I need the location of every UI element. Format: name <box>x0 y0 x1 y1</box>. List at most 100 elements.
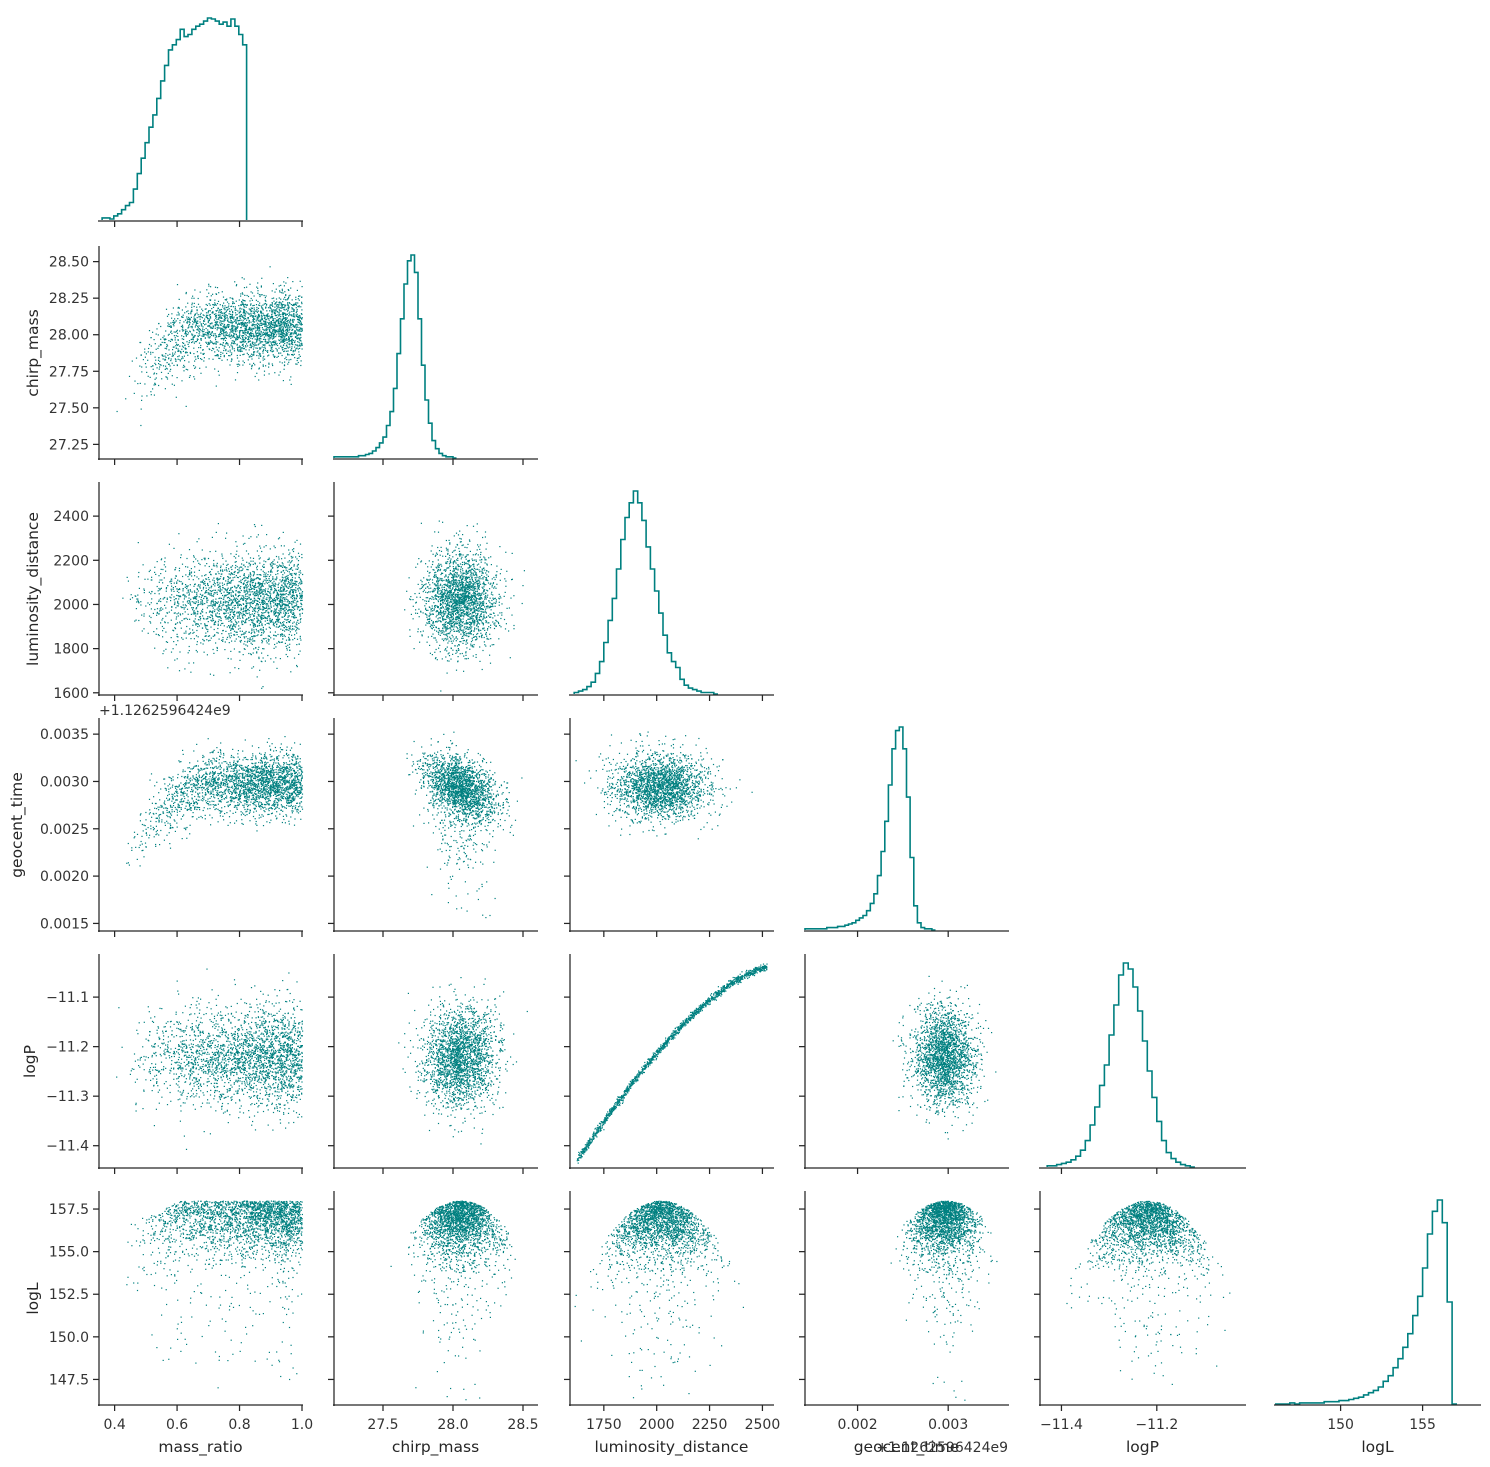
scatter-point <box>278 615 279 616</box>
scatter-point <box>151 579 152 580</box>
scatter-point <box>239 320 240 321</box>
scatter-point <box>246 588 247 589</box>
scatter-point <box>245 349 246 350</box>
scatter-point <box>222 585 223 586</box>
scatter-point <box>247 591 248 592</box>
scatter-point <box>294 638 295 639</box>
scatter-point <box>250 637 251 638</box>
scatter-point <box>280 342 281 343</box>
scatter-point <box>251 668 252 669</box>
scatter-point <box>180 351 181 352</box>
scatter-point <box>176 644 177 645</box>
scatter-point <box>221 573 222 574</box>
scatter-point <box>182 346 183 347</box>
scatter-point <box>132 597 133 598</box>
scatter-point <box>211 603 212 604</box>
scatter-point <box>265 320 266 321</box>
scatter-point <box>227 626 228 627</box>
scatter-point <box>273 564 274 565</box>
scatter-point <box>289 601 290 602</box>
scatter-point <box>195 359 196 360</box>
scatter-point <box>260 338 261 339</box>
scatter-point <box>263 564 264 565</box>
scatter-point <box>188 313 189 314</box>
scatter-point <box>262 603 263 604</box>
scatter-point <box>247 322 248 323</box>
scatter-point <box>252 641 253 642</box>
scatter-point <box>299 598 300 599</box>
scatter-point <box>271 572 272 573</box>
scatter-point <box>267 352 268 353</box>
scatter-point <box>212 537 213 538</box>
scatter-point <box>238 629 239 630</box>
scatter-point <box>296 307 297 308</box>
scatter-point <box>211 569 212 570</box>
scatter-point <box>263 589 264 590</box>
scatter-point <box>284 572 285 573</box>
scatter-point <box>167 345 168 346</box>
scatter-point <box>157 367 158 368</box>
scatter-point <box>232 301 233 302</box>
scatter-point <box>201 359 202 360</box>
scatter-point <box>229 573 230 574</box>
scatter-point <box>150 622 151 623</box>
scatter-point <box>249 333 250 334</box>
scatter-point <box>208 326 209 327</box>
scatter-point <box>174 331 175 332</box>
scatter-point <box>276 331 277 332</box>
scatter-point <box>232 298 233 299</box>
scatter-point <box>278 558 279 559</box>
scatter-point <box>283 331 284 332</box>
scatter-point <box>202 600 203 601</box>
scatter-point <box>237 350 238 351</box>
scatter-point <box>265 303 266 304</box>
scatter-point <box>286 325 287 326</box>
scatter-point <box>212 294 213 295</box>
scatter-point <box>240 318 241 319</box>
scatter-point <box>278 302 279 303</box>
scatter-point <box>254 602 255 603</box>
scatter-point <box>278 587 279 588</box>
scatter-point <box>294 342 295 343</box>
scatter-point <box>290 626 291 627</box>
scatter-point <box>224 326 225 327</box>
scatter-point <box>246 569 247 570</box>
scatter-point <box>208 311 209 312</box>
scatter-point <box>277 349 278 350</box>
scatter-point <box>272 585 273 586</box>
scatter-point <box>264 375 265 376</box>
scatter-point <box>208 312 209 313</box>
scatter-point <box>271 311 272 312</box>
scatter-point <box>251 606 252 607</box>
scatter-point <box>220 567 221 568</box>
scatter-point <box>288 554 289 555</box>
scatter-point <box>254 305 255 306</box>
scatter-point <box>151 577 152 578</box>
scatter-point <box>250 594 251 595</box>
scatter-point <box>219 604 220 605</box>
scatter-point <box>228 658 229 659</box>
scatter-point <box>226 608 227 609</box>
scatter-point <box>290 628 291 629</box>
scatter-point <box>268 339 269 340</box>
scatter-point <box>276 668 277 669</box>
scatter-point <box>234 321 235 322</box>
scatter-point <box>283 281 284 282</box>
scatter-point <box>284 337 285 338</box>
scatter-point <box>279 307 280 308</box>
scatter-point <box>266 610 267 611</box>
scatter-point <box>296 305 297 306</box>
scatter-point <box>209 319 210 320</box>
scatter-point <box>288 630 289 631</box>
scatter-point <box>221 309 222 310</box>
scatter-point <box>295 340 296 341</box>
scatter-point <box>239 601 240 602</box>
scatter-point <box>230 611 231 612</box>
scatter-point <box>177 588 178 589</box>
scatter-point <box>230 350 231 351</box>
scatter-point <box>292 589 293 590</box>
scatter-point <box>193 348 194 349</box>
scatter-point <box>256 307 257 308</box>
scatter-point <box>289 615 290 616</box>
scatter-point <box>256 630 257 631</box>
